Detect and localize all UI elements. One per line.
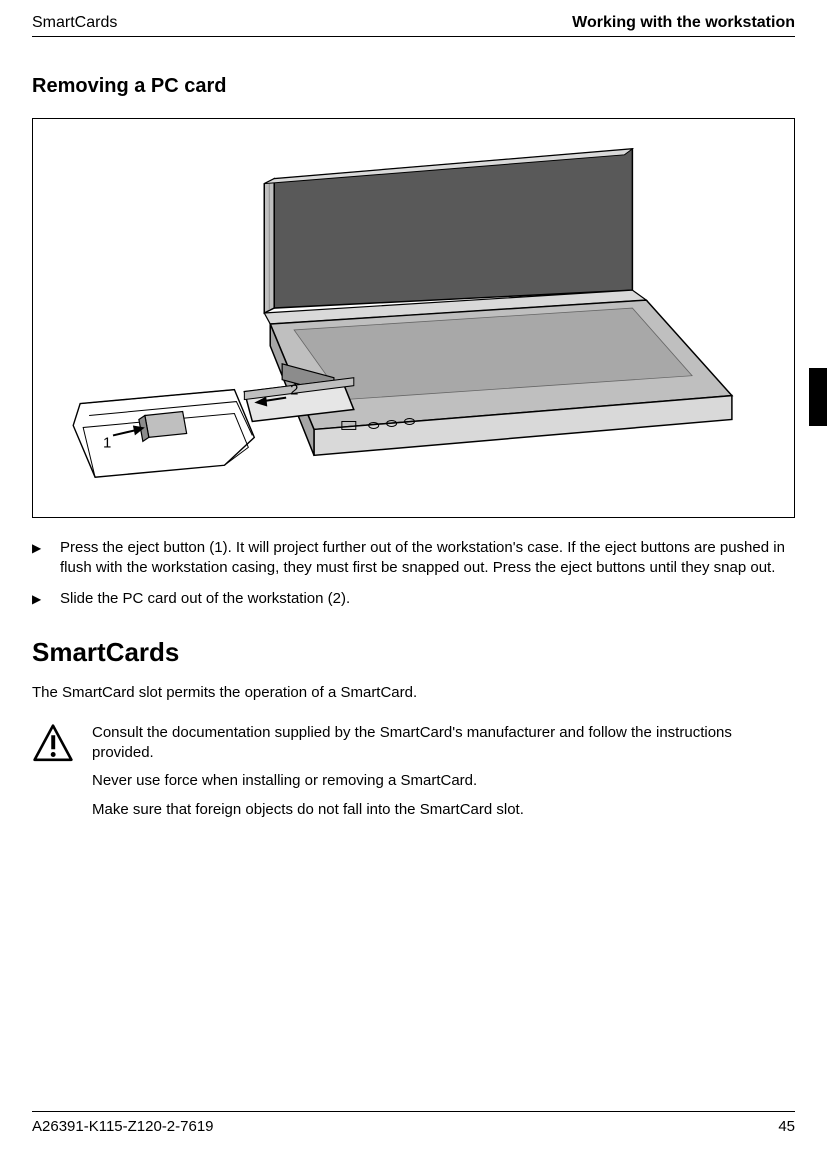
figure-box: 2 1 [32, 118, 795, 518]
thumb-tab [809, 368, 827, 426]
bullet-marker-icon: ▶ [32, 589, 60, 607]
warning-icon [32, 723, 74, 765]
bullet-marker-icon: ▶ [32, 538, 60, 556]
header-topic-right: Working with the workstation [572, 14, 795, 32]
intro-paragraph: The SmartCard slot permits the operation… [32, 684, 795, 701]
warning-block: Consult the documentation supplied by th… [32, 723, 795, 828]
heading-smartcards: SmartCards [32, 637, 795, 668]
subheading-removing-pc-card: Removing a PC card [32, 75, 795, 98]
laptop-illustration: 2 1 [33, 119, 794, 517]
footer-page-number: 45 [778, 1118, 795, 1135]
warning-line: Never use force when installing or remov… [92, 771, 795, 791]
warning-line: Make sure that foreign objects do not fa… [92, 800, 795, 820]
instruction-text: Press the eject button (1). It will proj… [60, 538, 795, 579]
instruction-list: ▶ Press the eject button (1). It will pr… [32, 538, 795, 609]
figure-label-1: 1 [103, 434, 111, 451]
instruction-text: Slide the PC card out of the workstation… [60, 589, 795, 609]
page-header: SmartCards Working with the workstation [32, 14, 795, 37]
header-topic-left: SmartCards [32, 14, 117, 32]
page-footer: A26391-K115-Z120-2-7619 45 [32, 1111, 795, 1135]
figure-label-2: 2 [290, 382, 298, 399]
warning-line: Consult the documentation supplied by th… [92, 723, 795, 764]
instruction-item: ▶ Slide the PC card out of the workstati… [32, 589, 795, 609]
footer-doc-id: A26391-K115-Z120-2-7619 [32, 1118, 214, 1135]
instruction-item: ▶ Press the eject button (1). It will pr… [32, 538, 795, 579]
warning-text: Consult the documentation supplied by th… [92, 723, 795, 828]
